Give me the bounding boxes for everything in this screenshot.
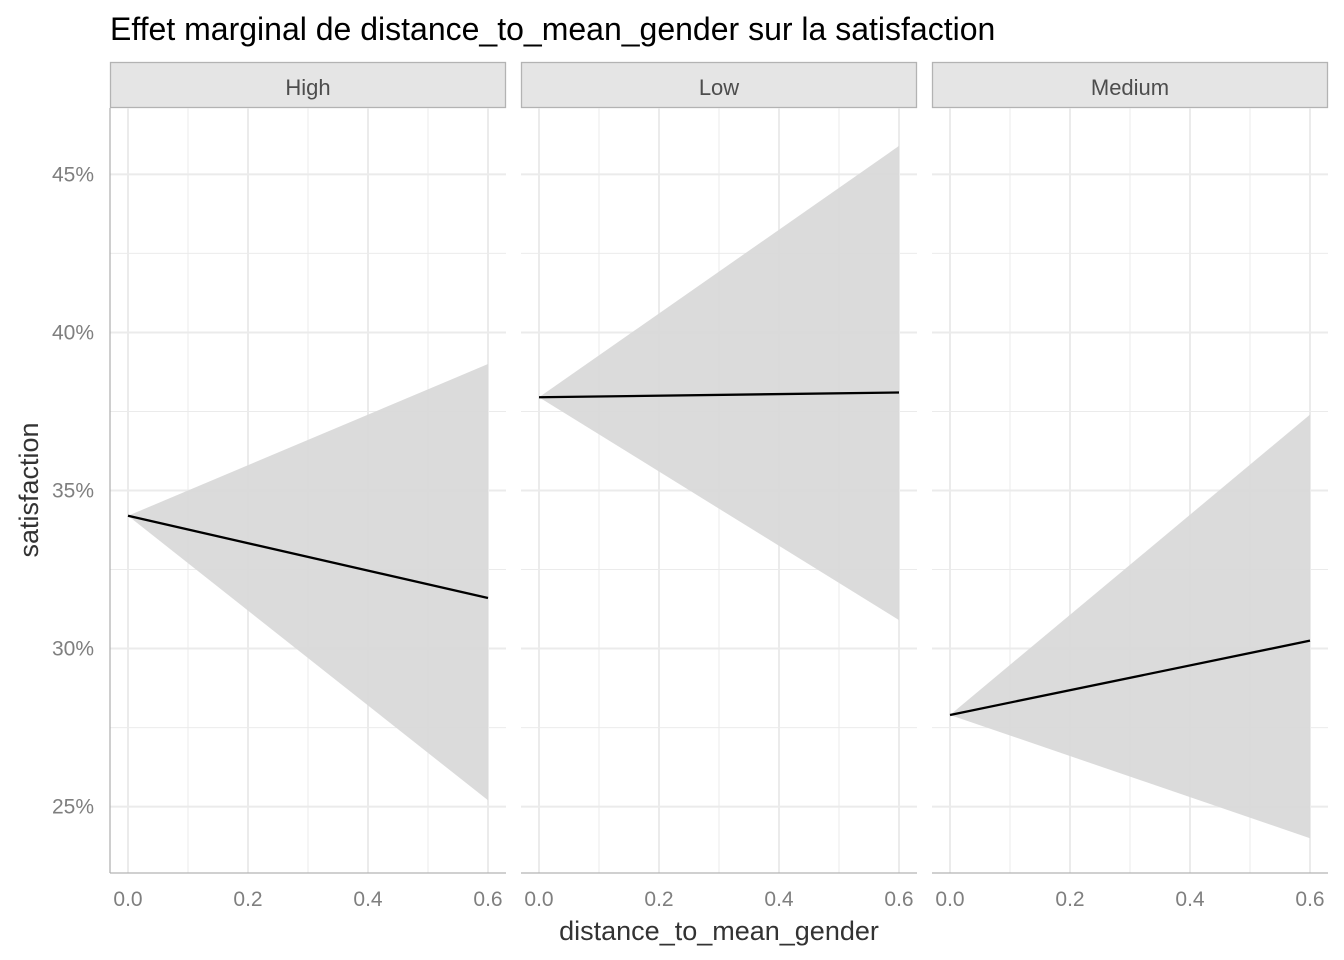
facet-strip: [931, 61, 1329, 109]
x-tick-label: 0.4: [353, 888, 383, 911]
x-tick-label: 0.0: [113, 888, 142, 911]
x-tick-label: 0.0: [524, 888, 553, 911]
y-tick-label: 40%: [52, 321, 94, 344]
y-tick-label: 30%: [52, 638, 94, 661]
x-tick-label: 0.0: [935, 888, 964, 911]
confidence-ribbon: [128, 364, 488, 801]
confidence-ribbon: [950, 414, 1310, 839]
x-tick-label: 0.4: [1175, 888, 1205, 911]
estimate-line: [538, 391, 900, 399]
facet-strip-label: High: [285, 75, 330, 100]
estimate-line: [127, 514, 489, 600]
x-tick-label: 0.4: [764, 888, 794, 911]
x-tick-label: 0.2: [233, 888, 262, 911]
y-tick-label: 25%: [52, 796, 94, 819]
y-axis-title: satisfaction: [14, 422, 44, 557]
chart-title: Effet marginal de distance_to_mean_gende…: [110, 11, 995, 47]
x-tick-label: 0.2: [644, 888, 673, 911]
y-tick-label: 45%: [52, 163, 94, 186]
facet-panel-high: High 0.0 0.2 0.4 0.6: [109, 61, 507, 911]
facet-strip-label: Medium: [1091, 75, 1169, 100]
x-axis-title: distance_to_mean_gender: [559, 916, 879, 946]
facet-panels: High 0.0 0.2 0.4 0.6 Low 0.0 0.2 0.4 0.6 Medium 0.0…: [109, 61, 1329, 911]
facet-strip: [520, 61, 918, 109]
facet-panel-low: Low 0.0 0.2 0.4 0.6: [520, 61, 918, 911]
facet-strip: [109, 61, 507, 109]
y-axis-ticks: 25% 30% 35% 40% 45%: [52, 163, 94, 818]
confidence-ribbon: [539, 145, 899, 621]
x-tick-label: 0.6: [1295, 888, 1324, 911]
estimate-line: [949, 639, 1311, 717]
facet-strip-label: Low: [699, 75, 739, 100]
x-tick-label: 0.2: [1055, 888, 1084, 911]
y-tick-label: 35%: [52, 480, 94, 503]
x-tick-label: 0.6: [473, 888, 502, 911]
facet-panel-medium: Medium 0.0 0.2 0.4 0.6: [931, 61, 1329, 911]
x-tick-label: 0.6: [884, 888, 913, 911]
